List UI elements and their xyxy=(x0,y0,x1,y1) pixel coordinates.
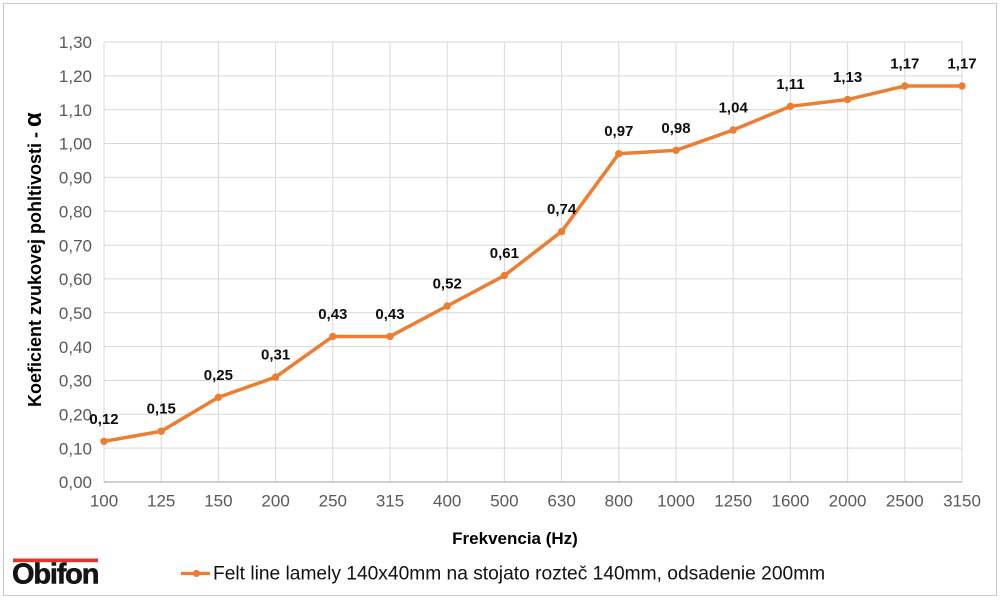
svg-text:0,12: 0,12 xyxy=(89,411,118,428)
svg-text:1250: 1250 xyxy=(714,492,752,511)
svg-text:0,90: 0,90 xyxy=(59,169,92,188)
svg-text:0,00: 0,00 xyxy=(59,473,92,492)
svg-text:0,97: 0,97 xyxy=(604,123,633,140)
svg-text:0,25: 0,25 xyxy=(204,367,233,384)
svg-text:0,43: 0,43 xyxy=(375,306,404,323)
svg-text:0,40: 0,40 xyxy=(59,338,92,357)
svg-text:1000: 1000 xyxy=(657,492,695,511)
svg-text:3150: 3150 xyxy=(943,492,981,511)
svg-text:0,43: 0,43 xyxy=(318,306,347,323)
svg-text:Koeficient zvukovej pohltivost: Koeficient zvukovej pohltivosti - α xyxy=(20,112,47,407)
svg-text:1,17: 1,17 xyxy=(890,56,919,73)
svg-text:0,10: 0,10 xyxy=(59,439,92,458)
svg-text:0,15: 0,15 xyxy=(147,401,176,418)
svg-text:150: 150 xyxy=(204,492,232,511)
svg-text:2000: 2000 xyxy=(829,492,867,511)
svg-text:500: 500 xyxy=(490,492,518,511)
svg-text:0,50: 0,50 xyxy=(59,304,92,323)
svg-text:400: 400 xyxy=(433,492,461,511)
svg-text:0,98: 0,98 xyxy=(661,120,690,137)
svg-text:200: 200 xyxy=(261,492,289,511)
svg-text:250: 250 xyxy=(319,492,347,511)
svg-text:Felt line lamely 140x40mm na s: Felt line lamely 140x40mm na stojato roz… xyxy=(213,564,825,585)
svg-text:125: 125 xyxy=(147,492,175,511)
svg-text:0,60: 0,60 xyxy=(59,270,92,289)
svg-text:1,17: 1,17 xyxy=(947,56,976,73)
svg-text:1,11: 1,11 xyxy=(776,76,804,93)
svg-text:2500: 2500 xyxy=(886,492,924,511)
svg-text:100: 100 xyxy=(90,492,118,511)
svg-text:630: 630 xyxy=(547,492,575,511)
svg-text:1600: 1600 xyxy=(771,492,809,511)
svg-text:0,30: 0,30 xyxy=(59,372,92,391)
svg-text:1,20: 1,20 xyxy=(59,67,92,86)
svg-text:1,30: 1,30 xyxy=(59,33,92,52)
svg-text:1,10: 1,10 xyxy=(59,101,92,120)
svg-text:800: 800 xyxy=(605,492,633,511)
svg-text:1,04: 1,04 xyxy=(719,100,749,117)
svg-text:0,74: 0,74 xyxy=(547,201,577,218)
svg-text:1,00: 1,00 xyxy=(59,135,92,154)
svg-text:315: 315 xyxy=(376,492,404,511)
svg-text:Frekvencia (Hz): Frekvencia (Hz) xyxy=(452,529,578,548)
svg-text:0,61: 0,61 xyxy=(490,245,519,262)
svg-text:0,70: 0,70 xyxy=(59,236,92,255)
svg-text:0,31: 0,31 xyxy=(261,347,290,364)
svg-text:Obifon: Obifon xyxy=(12,559,98,591)
svg-text:1,13: 1,13 xyxy=(833,69,862,86)
svg-text:0,80: 0,80 xyxy=(59,202,92,221)
svg-text:0,20: 0,20 xyxy=(59,406,92,425)
svg-text:0,52: 0,52 xyxy=(433,276,462,293)
